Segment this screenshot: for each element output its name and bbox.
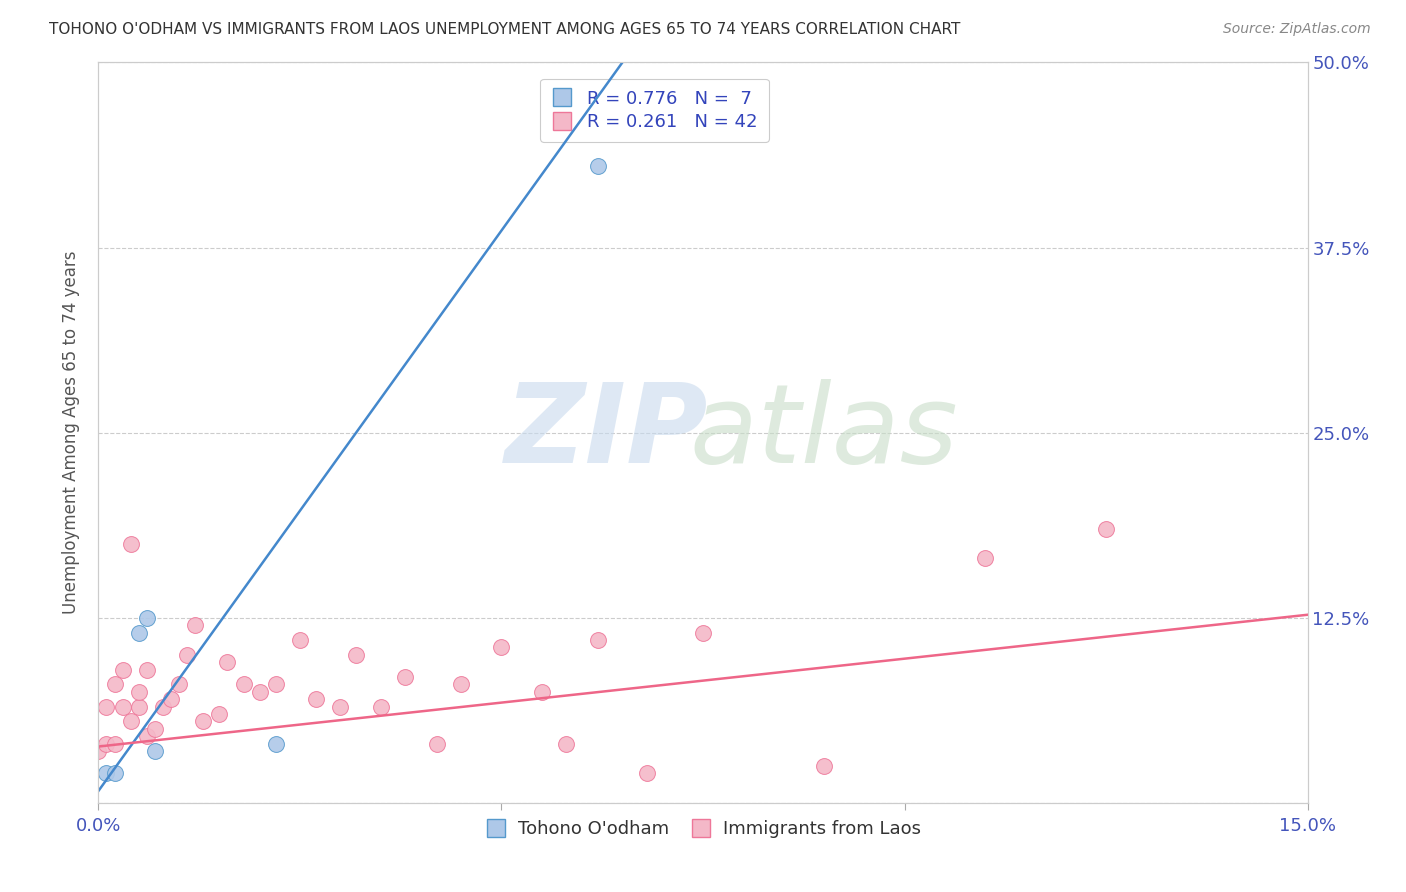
- Point: [128, 699, 150, 714]
- Point: [288, 632, 311, 647]
- Point: [370, 699, 392, 714]
- Point: [264, 677, 287, 691]
- Point: [160, 692, 183, 706]
- Point: [96, 737, 118, 751]
- Point: [305, 692, 328, 706]
- Point: [135, 729, 157, 743]
- Point: [143, 722, 166, 736]
- Text: Source: ZipAtlas.com: Source: ZipAtlas.com: [1223, 22, 1371, 37]
- Point: [974, 551, 997, 566]
- Point: [103, 677, 125, 691]
- Point: [692, 625, 714, 640]
- Y-axis label: Unemployment Among Ages 65 to 74 years: Unemployment Among Ages 65 to 74 years: [62, 251, 80, 615]
- Point: [217, 655, 239, 669]
- Point: [96, 699, 118, 714]
- Point: [555, 737, 578, 751]
- Point: [450, 677, 472, 691]
- Point: [135, 610, 157, 624]
- Point: [1095, 522, 1118, 536]
- Point: [586, 632, 609, 647]
- Point: [128, 625, 150, 640]
- Point: [143, 744, 166, 758]
- Point: [232, 677, 254, 691]
- Point: [586, 159, 609, 173]
- Point: [135, 663, 157, 677]
- Point: [184, 618, 207, 632]
- Point: [120, 536, 142, 550]
- Text: ZIP: ZIP: [505, 379, 709, 486]
- Point: [344, 648, 367, 662]
- Point: [394, 670, 416, 684]
- Point: [111, 699, 134, 714]
- Point: [426, 737, 449, 751]
- Point: [813, 758, 835, 772]
- Legend: Tohono O'odham, Immigrants from Laos: Tohono O'odham, Immigrants from Laos: [474, 810, 932, 849]
- Point: [96, 766, 118, 780]
- Point: [103, 766, 125, 780]
- Point: [208, 706, 231, 721]
- Point: [636, 766, 658, 780]
- Point: [152, 699, 174, 714]
- Point: [103, 737, 125, 751]
- Point: [128, 685, 150, 699]
- Point: [264, 737, 287, 751]
- Point: [87, 744, 110, 758]
- Point: [491, 640, 513, 655]
- Point: [193, 714, 215, 729]
- Point: [176, 648, 198, 662]
- Point: [111, 663, 134, 677]
- Text: TOHONO O'ODHAM VS IMMIGRANTS FROM LAOS UNEMPLOYMENT AMONG AGES 65 TO 74 YEARS CO: TOHONO O'ODHAM VS IMMIGRANTS FROM LAOS U…: [49, 22, 960, 37]
- Point: [167, 677, 190, 691]
- Point: [530, 685, 553, 699]
- Point: [249, 685, 271, 699]
- Point: [120, 714, 142, 729]
- Point: [329, 699, 352, 714]
- Text: atlas: atlas: [689, 379, 959, 486]
